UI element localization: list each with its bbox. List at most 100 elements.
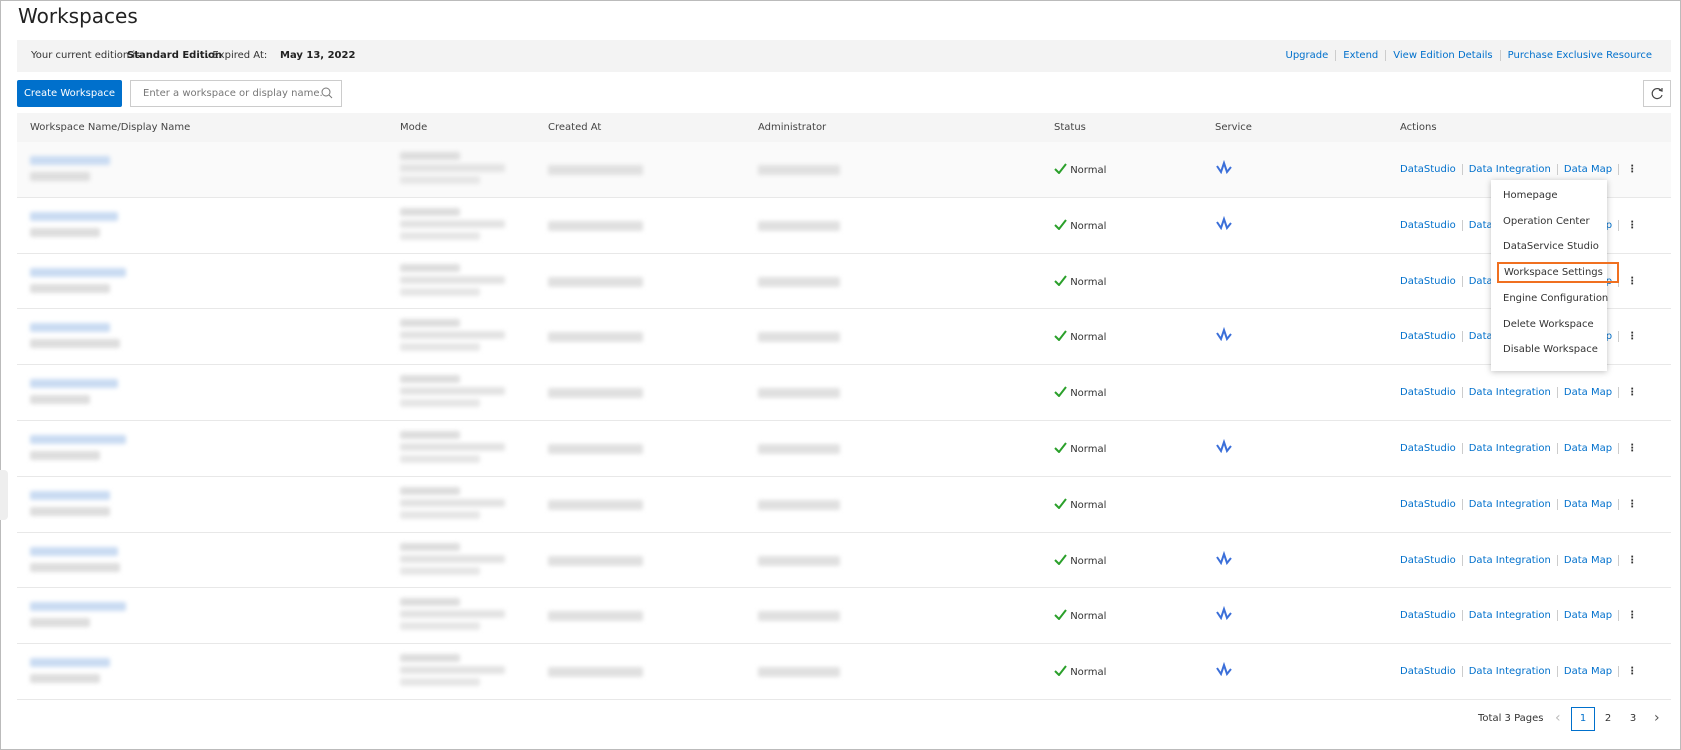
check-icon bbox=[1054, 163, 1067, 175]
action-link[interactable]: DataStudio bbox=[1400, 666, 1456, 678]
more-button[interactable]: ⋮ bbox=[1618, 219, 1645, 231]
action-link[interactable]: DataStudio bbox=[1400, 219, 1456, 231]
action-link[interactable]: DataStudio bbox=[1400, 387, 1456, 399]
page-button[interactable]: 3 bbox=[1629, 713, 1637, 724]
column-header: Service bbox=[1215, 122, 1252, 133]
edition-link[interactable]: Extend bbox=[1335, 50, 1385, 61]
status: Normal bbox=[1054, 442, 1106, 455]
page-button[interactable]: 2 bbox=[1604, 713, 1612, 724]
more-button[interactable]: ⋮ bbox=[1618, 387, 1645, 399]
action-link[interactable]: Data Integration bbox=[1461, 387, 1557, 399]
status-text: Normal bbox=[1070, 276, 1107, 288]
table-header bbox=[17, 113, 1671, 142]
action-link[interactable]: Data Map bbox=[1556, 163, 1618, 175]
action-link[interactable]: Data Integration bbox=[1461, 442, 1557, 454]
action-link[interactable]: Data Map bbox=[1556, 610, 1618, 622]
service-icon bbox=[1215, 159, 1233, 177]
action-link[interactable]: DataStudio bbox=[1400, 554, 1456, 566]
service-icon bbox=[1215, 661, 1233, 679]
service-glyph bbox=[1216, 215, 1232, 230]
redacted-text bbox=[400, 598, 460, 607]
redacted-text bbox=[758, 555, 840, 566]
refresh-button[interactable] bbox=[1643, 80, 1671, 107]
action-link[interactable]: Data Integration bbox=[1461, 610, 1557, 622]
check-icon bbox=[1054, 553, 1067, 566]
create-button[interactable]: Create Workspace bbox=[17, 80, 122, 107]
action-link[interactable]: DataStudio bbox=[1400, 442, 1456, 454]
action-link[interactable]: DataStudio bbox=[1400, 275, 1456, 287]
redacted-text bbox=[400, 375, 460, 384]
redacted-text bbox=[400, 343, 480, 352]
more-button[interactable]: ⋮ bbox=[1618, 554, 1645, 566]
status-text: Normal bbox=[1070, 164, 1107, 176]
redacted-text bbox=[30, 283, 110, 293]
redacted-text bbox=[30, 171, 90, 181]
edition-link[interactable]: Purchase Exclusive Resource bbox=[1499, 50, 1659, 61]
service-icon bbox=[1215, 215, 1233, 233]
edition-link[interactable]: View Edition Details bbox=[1385, 50, 1499, 61]
redacted-text bbox=[548, 220, 643, 231]
more-button[interactable]: ⋮ bbox=[1618, 610, 1645, 622]
redacted-text bbox=[30, 267, 126, 277]
redacted-text bbox=[400, 554, 505, 563]
more-button[interactable]: ⋮ bbox=[1618, 666, 1645, 678]
action-link[interactable]: DataStudio bbox=[1400, 498, 1456, 510]
redacted-text bbox=[400, 263, 460, 272]
service-icon bbox=[1215, 438, 1233, 456]
more-button[interactable]: ⋮ bbox=[1618, 442, 1645, 454]
action-link[interactable]: DataStudio bbox=[1400, 331, 1456, 343]
menu-item[interactable]: DataService Studio bbox=[1503, 241, 1599, 253]
next-button[interactable]: › bbox=[1654, 710, 1660, 726]
edition-link[interactable]: Upgrade bbox=[1285, 50, 1329, 61]
action-link[interactable]: Data Map bbox=[1556, 442, 1618, 454]
redacted-text bbox=[400, 666, 505, 675]
more-button[interactable]: ⋮ bbox=[1618, 163, 1645, 175]
redacted-text bbox=[400, 319, 460, 328]
menu-item[interactable]: Homepage bbox=[1503, 190, 1558, 201]
search-box[interactable]: Enter a workspace or display name. bbox=[130, 80, 342, 107]
menu-item[interactable]: Workspace Settings bbox=[1497, 262, 1619, 284]
check-icon bbox=[1054, 330, 1067, 342]
action-link[interactable]: Data Map bbox=[1556, 666, 1618, 678]
action-link[interactable]: DataStudio bbox=[1400, 610, 1456, 622]
redacted-text bbox=[30, 602, 126, 612]
status-text: Normal bbox=[1070, 611, 1107, 623]
side-toggle[interactable] bbox=[0, 470, 8, 520]
action-link[interactable]: Data Map bbox=[1556, 554, 1618, 566]
redacted-text bbox=[30, 546, 118, 556]
service-glyph bbox=[1216, 550, 1232, 565]
status-text: Normal bbox=[1070, 555, 1107, 567]
more-button[interactable]: ⋮ bbox=[1618, 275, 1645, 287]
menu-item[interactable]: Operation Center bbox=[1503, 215, 1590, 227]
action-link[interactable]: Data Integration bbox=[1461, 666, 1557, 678]
redacted-text bbox=[548, 164, 643, 175]
action-link[interactable]: Data Map bbox=[1556, 498, 1618, 510]
expired-label: . Expired At: bbox=[206, 50, 268, 61]
redacted-text bbox=[758, 332, 840, 343]
table-row bbox=[17, 421, 1671, 477]
action-link[interactable]: Data Integration bbox=[1461, 554, 1557, 566]
table-row bbox=[17, 365, 1671, 421]
page-button[interactable]: 1 bbox=[1571, 707, 1595, 731]
more-button[interactable]: ⋮ bbox=[1618, 331, 1645, 343]
action-link[interactable]: Data Map bbox=[1556, 387, 1618, 399]
action-link[interactable]: Data Integration bbox=[1461, 163, 1557, 175]
service-glyph bbox=[1216, 327, 1232, 342]
redacted-text bbox=[30, 155, 110, 165]
more-button[interactable]: ⋮ bbox=[1618, 498, 1645, 510]
menu-item[interactable]: Disable Workspace bbox=[1503, 344, 1598, 356]
table-row bbox=[17, 588, 1671, 645]
status: Normal bbox=[1054, 665, 1106, 678]
prev-button[interactable]: ‹ bbox=[1555, 710, 1561, 726]
search-placeholder: Enter a workspace or display name. bbox=[143, 88, 323, 99]
menu-item[interactable]: Engine Configuration bbox=[1503, 292, 1609, 304]
action-link[interactable]: DataStudio bbox=[1400, 163, 1456, 175]
redacted-text bbox=[758, 388, 840, 399]
action-link[interactable]: Data Integration bbox=[1461, 498, 1557, 510]
menu-item[interactable]: Delete Workspace bbox=[1503, 318, 1594, 330]
redacted-text bbox=[400, 175, 480, 184]
